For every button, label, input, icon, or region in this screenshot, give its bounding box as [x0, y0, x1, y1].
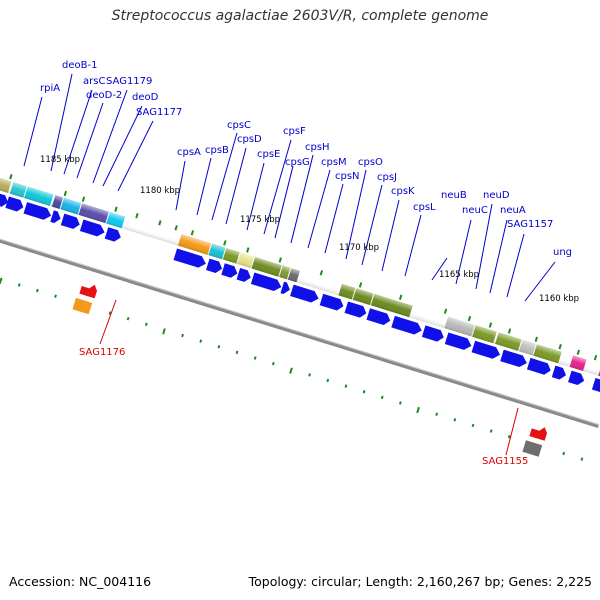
- gene-label-deod[interactable]: deoD: [132, 92, 159, 103]
- gene-label-cpsa[interactable]: cpsA: [177, 147, 201, 158]
- outer-ticks: [0, 277, 584, 461]
- gene-label-cpsl[interactable]: cpsL: [413, 202, 436, 213]
- gene-leader-lines: [23, 73, 556, 302]
- rna-leader-lines: [99, 299, 519, 456]
- genome-backbone: [0, 233, 600, 428]
- scale-label: 1160 kbp: [539, 294, 580, 304]
- scale-label: 1185 kbp: [40, 155, 81, 165]
- genome-track: [0, 173, 600, 461]
- map-title: Streptococcus agalactiae 2603V/R, comple…: [111, 8, 489, 24]
- forward-genes: [0, 192, 600, 402]
- gene-label-cpso[interactable]: cpsO: [358, 157, 383, 168]
- inner-ticks: [9, 173, 598, 361]
- scale-label: 1180 kbp: [140, 186, 181, 196]
- gene-label-cpsh[interactable]: cpsH: [305, 142, 330, 153]
- gene-label-sag1179[interactable]: SAG1179: [106, 76, 153, 87]
- rna-features: [72, 284, 548, 457]
- gene-label-cpse[interactable]: cpsE: [257, 149, 281, 160]
- gene-label-ung[interactable]: ung: [553, 247, 573, 258]
- gene-label-cpsc[interactable]: cpsC: [227, 120, 252, 131]
- gene-label-deob-1[interactable]: deoB-1: [62, 60, 98, 71]
- gene-label-cpsg[interactable]: cpsG: [285, 157, 310, 168]
- scale-label: 1170 kbp: [339, 243, 380, 253]
- gene-label-cpsd[interactable]: cpsD: [237, 134, 262, 145]
- gene-label-cpsf[interactable]: cpsF: [283, 126, 306, 137]
- gene-label-sag1157[interactable]: SAG1157: [507, 219, 554, 230]
- gene-label-neua[interactable]: neuA: [500, 205, 526, 216]
- gene-label-deod-2[interactable]: deoD-2: [86, 90, 123, 101]
- genome-summary: Topology: circular; Length: 2,160,267 bp…: [248, 574, 592, 589]
- gene-label-cpsk[interactable]: cpsK: [391, 186, 415, 197]
- gene-label-neud[interactable]: neuD: [483, 190, 510, 201]
- accession-text: Accession: NC_004116: [9, 574, 152, 589]
- gene-label-rpia[interactable]: rpiA: [40, 83, 61, 94]
- rna-label-sag1155[interactable]: SAG1155: [482, 456, 529, 467]
- rna-label-sag1176[interactable]: SAG1176: [79, 347, 126, 358]
- gene-label-cpsj[interactable]: cpsJ: [377, 172, 398, 183]
- gene-label-cpsm[interactable]: cpsM: [321, 157, 347, 168]
- gene-label-sag1177[interactable]: SAG1177: [136, 107, 183, 118]
- gene-label-cpsn[interactable]: cpsN: [335, 171, 360, 182]
- feature-bars: [0, 178, 600, 398]
- scale-label: 1175 kbp: [240, 215, 281, 225]
- scale-label: 1165 kbp: [439, 270, 480, 280]
- gene-label-neub[interactable]: neuB: [441, 190, 467, 201]
- gene-label-arsc[interactable]: arsC: [83, 76, 106, 87]
- gene-label-neuc[interactable]: neuC: [462, 205, 488, 216]
- gene-label-cpsb[interactable]: cpsB: [205, 145, 229, 156]
